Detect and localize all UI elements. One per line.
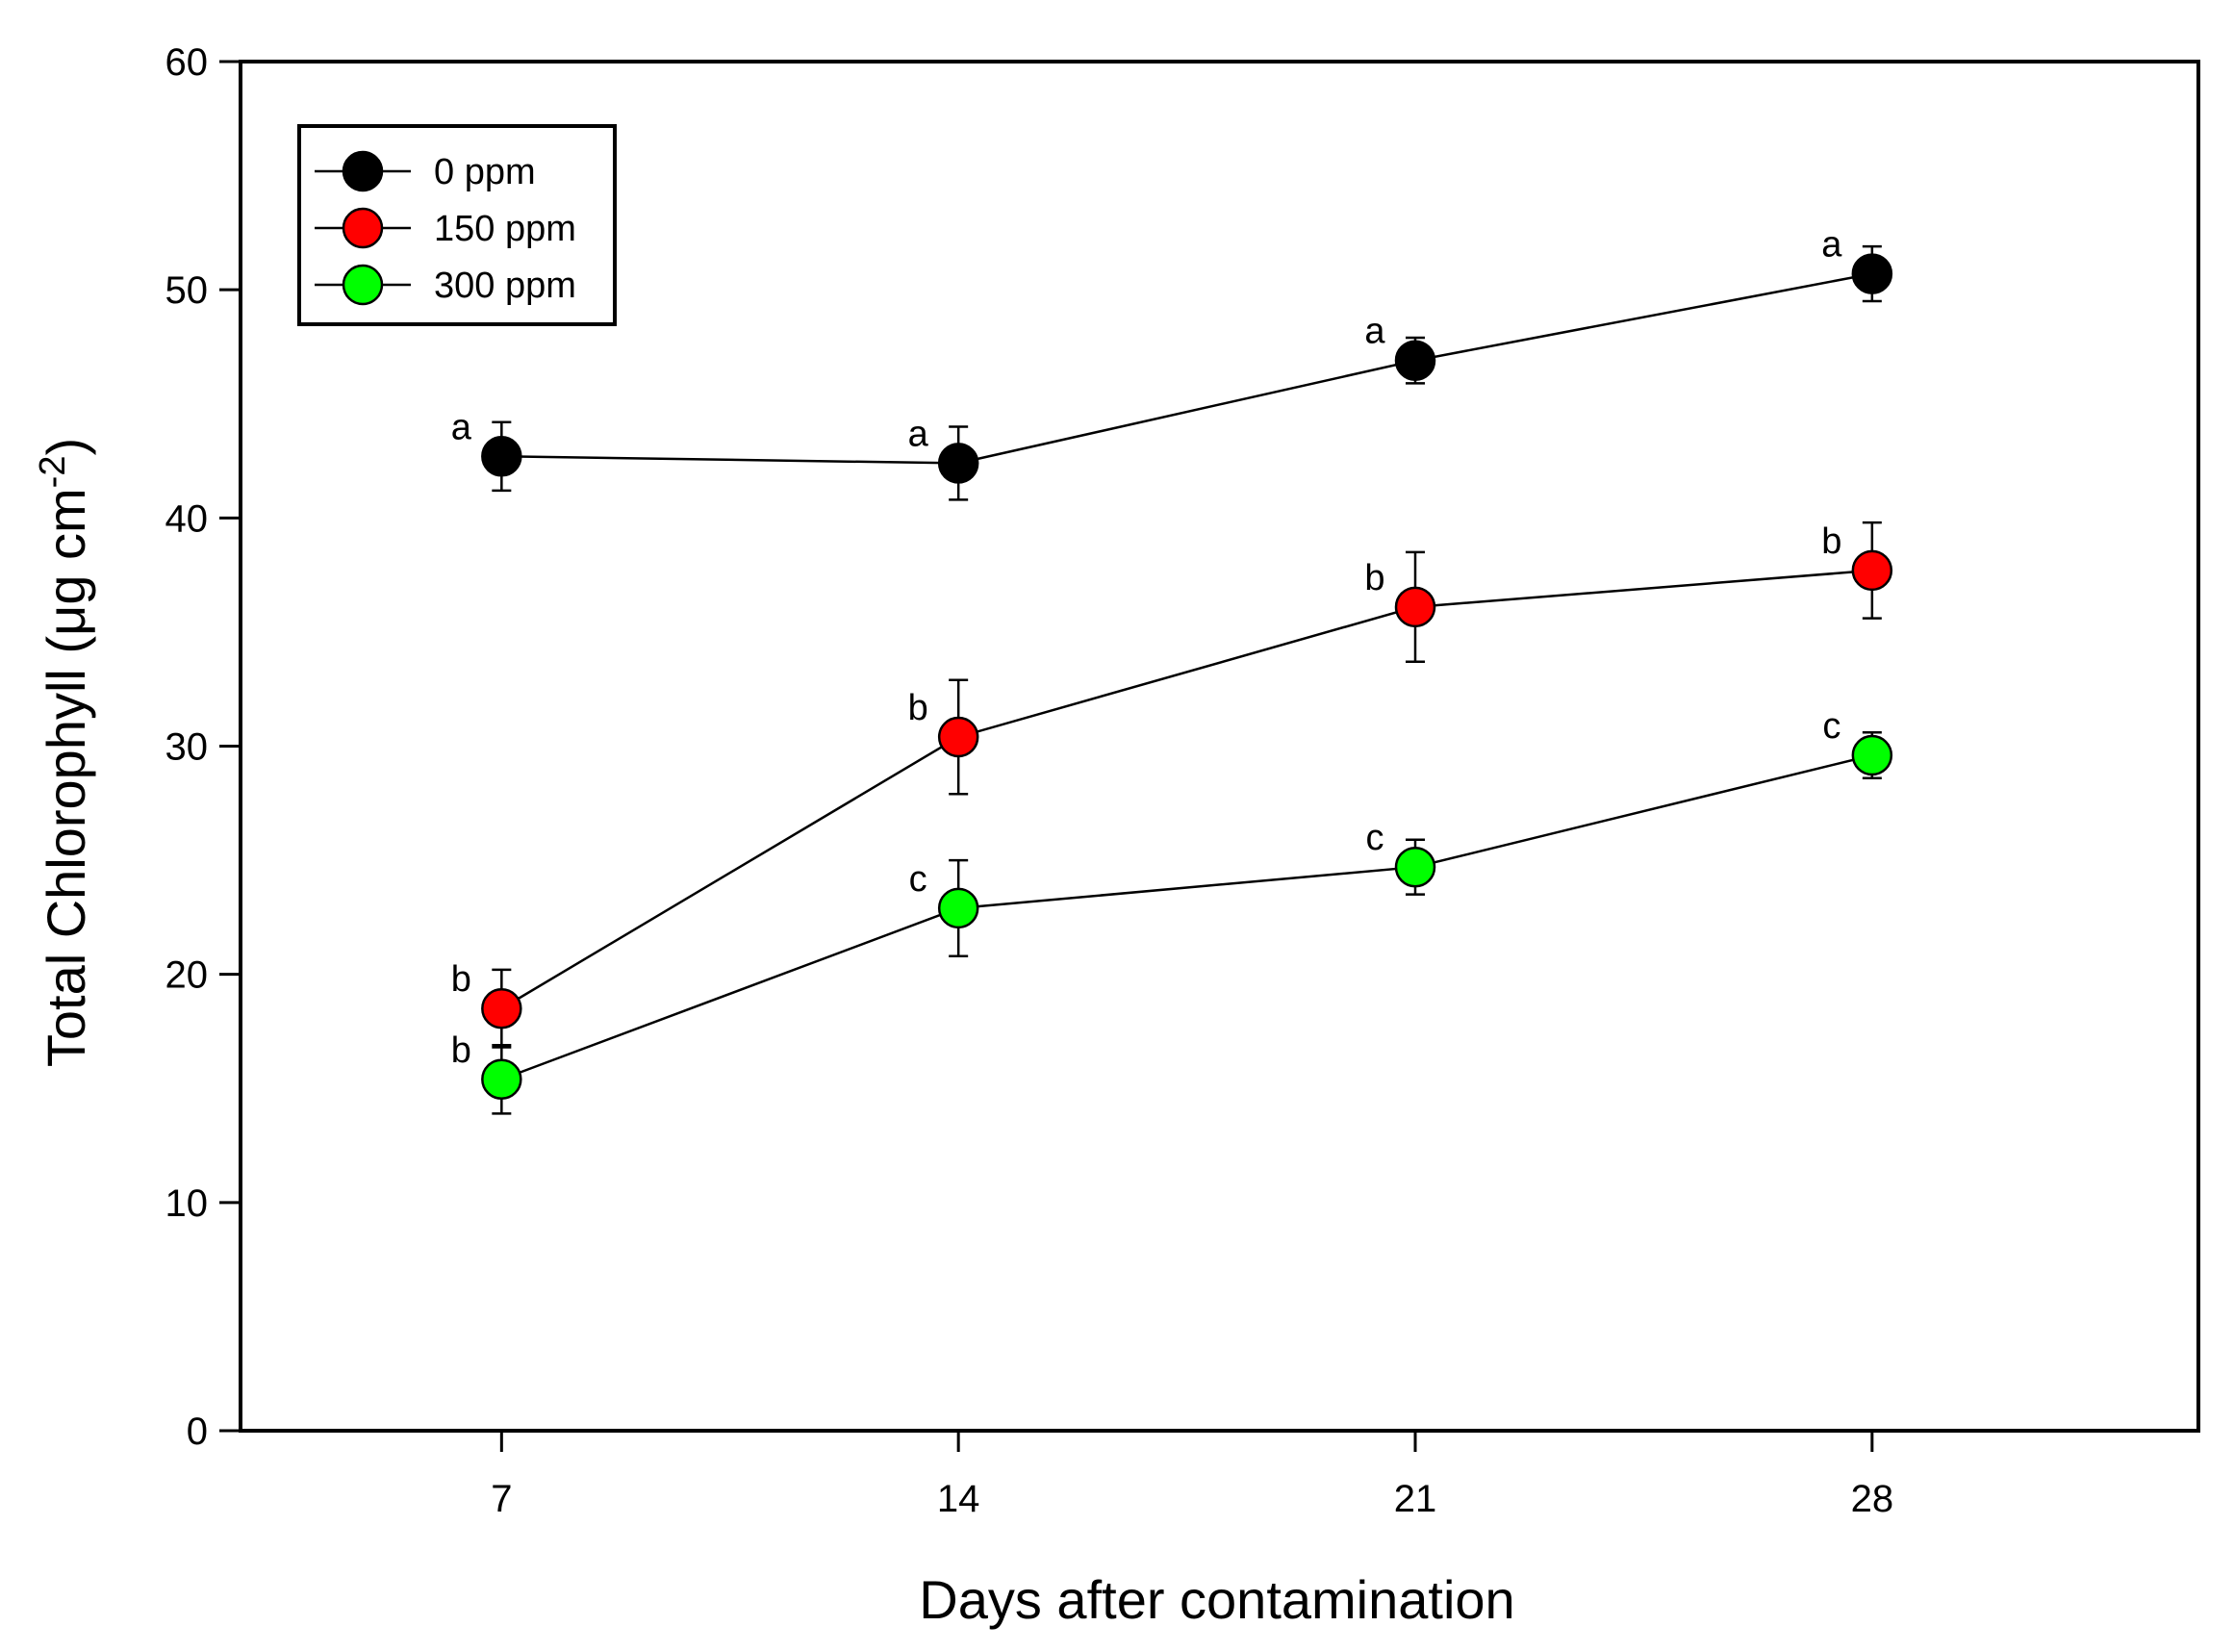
y-tick-label: 0: [187, 1411, 208, 1453]
y-tick-label: 40: [165, 497, 209, 540]
y-axis-title-main: Total Chlorophyll (μg cm: [36, 488, 96, 1067]
series-line: [500, 753, 1873, 1080]
significance-label: c: [909, 859, 927, 900]
significance-label: b: [451, 1030, 471, 1071]
y-tick-label: 50: [165, 269, 209, 312]
plot-frame: [239, 60, 2200, 1433]
y-axis-title: Total Chlorophyll (μg cm-2): [33, 438, 96, 1067]
series-line: [500, 569, 1872, 1010]
data-point: [1851, 734, 1893, 776]
significance-label: a: [451, 407, 472, 447]
legend-marker: [342, 150, 384, 192]
y-axis-title-close: ): [36, 438, 96, 456]
y-tick-label: 60: [165, 41, 209, 84]
data-point: [481, 1058, 522, 1101]
data-point: [1851, 253, 1893, 294]
legend-label: 0 ppm: [434, 152, 536, 192]
y-axis-title-superscript: -2: [33, 456, 73, 489]
x-tick-label: 14: [937, 1478, 980, 1520]
legend: 0 ppm 150 ppm 300 ppm: [297, 124, 617, 326]
data-point: [1394, 586, 1436, 628]
significance-label: a: [1364, 312, 1385, 352]
y-tick-label: 10: [165, 1182, 209, 1225]
data-point: [937, 716, 979, 758]
data-point: [481, 436, 522, 477]
legend-marker: [342, 264, 384, 306]
y-tick-label: 30: [165, 726, 209, 769]
significance-label: b: [1364, 558, 1384, 598]
significance-label: b: [451, 959, 471, 1000]
legend-label: 300 ppm: [434, 266, 576, 306]
legend-label: 150 ppm: [434, 209, 576, 249]
legend-marker: [342, 207, 384, 249]
x-tick-label: 28: [1851, 1478, 1894, 1520]
data-point: [937, 887, 979, 929]
y-tick-label: 20: [165, 954, 209, 997]
significance-label: c: [1822, 706, 1841, 747]
data-point: [1851, 549, 1893, 592]
significance-label: b: [1821, 521, 1841, 562]
x-tick-label: 7: [491, 1478, 512, 1520]
data-point: [1394, 846, 1436, 888]
x-tick-label: 21: [1394, 1478, 1437, 1520]
data-point: [937, 443, 979, 484]
significance-label: c: [1366, 818, 1384, 858]
y-axis-title-group: Total Chlorophyll (μg cm-2): [33, 438, 96, 1067]
series-line: [501, 272, 1873, 465]
data-point: [1394, 340, 1436, 381]
significance-label: a: [908, 414, 929, 454]
significance-label: b: [908, 688, 928, 728]
x-axis-title: Days after contamination: [919, 1569, 1514, 1630]
data-point: [481, 987, 522, 1029]
significance-label: a: [1821, 225, 1842, 266]
